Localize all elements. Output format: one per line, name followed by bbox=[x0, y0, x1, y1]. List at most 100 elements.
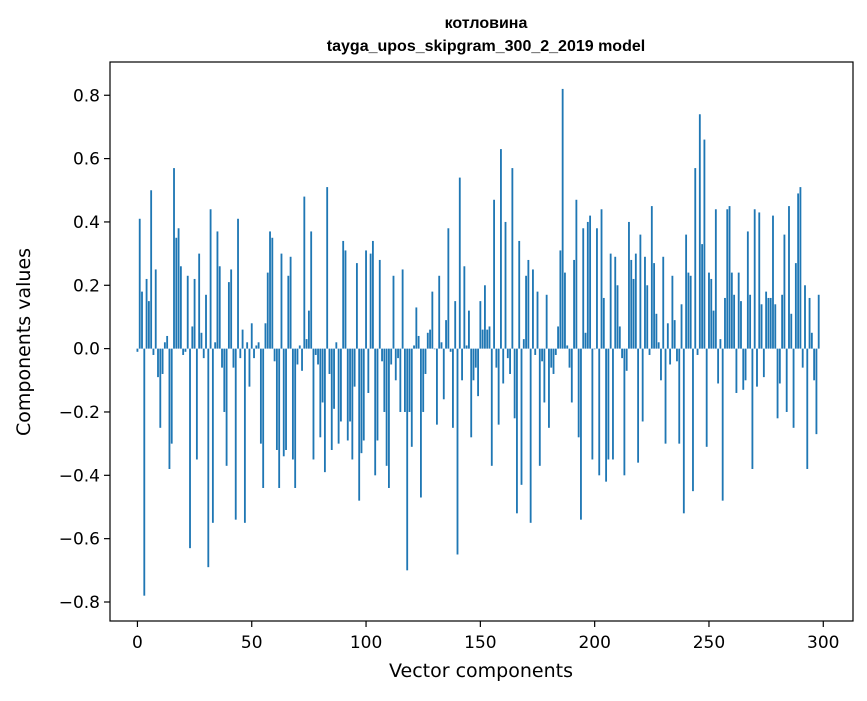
bar-component-19 bbox=[179, 266, 182, 349]
bar-component-205 bbox=[605, 348, 608, 482]
y-tick-label: 0.8 bbox=[73, 86, 100, 106]
bar-component-184 bbox=[557, 326, 559, 349]
bar-component-265 bbox=[742, 348, 745, 390]
bar-component-81 bbox=[321, 348, 324, 403]
bar-component-151 bbox=[481, 329, 484, 349]
bar-component-134 bbox=[442, 348, 445, 400]
bar-component-218 bbox=[634, 253, 637, 349]
bar-component-197 bbox=[586, 221, 589, 349]
bar-component-9 bbox=[157, 348, 159, 378]
bar-component-16 bbox=[173, 168, 175, 349]
bar-component-187 bbox=[564, 272, 566, 349]
bar-component-198 bbox=[589, 215, 592, 349]
bar-component-86 bbox=[333, 348, 335, 409]
bar-component-130 bbox=[433, 348, 436, 350]
bar-component-35 bbox=[216, 231, 219, 349]
bar-component-245 bbox=[696, 348, 699, 355]
bar-component-158 bbox=[497, 348, 500, 425]
bar-component-213 bbox=[623, 348, 626, 476]
bar-component-100 bbox=[365, 250, 367, 349]
bar-component-271 bbox=[756, 348, 758, 387]
bar-component-192 bbox=[575, 199, 578, 349]
bar-component-55 bbox=[262, 348, 265, 488]
bar-component-277 bbox=[769, 297, 772, 349]
bar-component-66 bbox=[287, 275, 290, 349]
bar-component-29 bbox=[202, 348, 205, 359]
bar-component-262 bbox=[735, 348, 738, 393]
bar-component-41 bbox=[230, 269, 233, 349]
bar-component-203 bbox=[600, 209, 603, 349]
bar-component-227 bbox=[655, 313, 658, 349]
bar-component-206 bbox=[607, 348, 610, 460]
bar-component-182 bbox=[552, 348, 555, 374]
bar-component-242 bbox=[689, 275, 692, 349]
bar-component-289 bbox=[797, 193, 800, 349]
bar-component-125 bbox=[422, 348, 425, 412]
bar-component-57 bbox=[266, 272, 269, 349]
bar-component-166 bbox=[516, 348, 518, 514]
bar-component-89 bbox=[339, 348, 342, 422]
bar-component-103 bbox=[371, 240, 374, 349]
bar-component-149 bbox=[477, 348, 479, 397]
x-tick-label: 250 bbox=[693, 633, 725, 653]
bar-component-139 bbox=[454, 301, 457, 349]
bar-component-282 bbox=[781, 294, 784, 349]
x-tick-label: 0 bbox=[132, 633, 143, 653]
bar-component-254 bbox=[717, 348, 720, 384]
y-tick-label: −0.8 bbox=[59, 593, 100, 613]
bar-component-176 bbox=[538, 348, 541, 466]
bar-component-294 bbox=[808, 297, 811, 349]
bar-component-70 bbox=[296, 348, 299, 365]
bar-component-153 bbox=[486, 329, 489, 349]
bar-component-235 bbox=[673, 320, 676, 349]
bar-component-51 bbox=[253, 348, 255, 359]
bar-component-124 bbox=[420, 348, 422, 498]
bar-component-37 bbox=[221, 348, 223, 368]
bar-component-174 bbox=[534, 348, 537, 355]
bars-group bbox=[136, 88, 820, 596]
bar-component-140 bbox=[456, 348, 459, 555]
bar-component-165 bbox=[513, 348, 516, 419]
bar-component-207 bbox=[609, 253, 612, 349]
bar-component-248 bbox=[703, 139, 706, 349]
bar-component-142 bbox=[461, 348, 463, 381]
bar-component-28 bbox=[200, 332, 203, 349]
bar-component-196 bbox=[584, 332, 587, 349]
bar-component-173 bbox=[532, 269, 534, 349]
bar-component-279 bbox=[774, 304, 777, 349]
bar-component-179 bbox=[545, 294, 548, 349]
bar-component-168 bbox=[520, 348, 523, 485]
y-tick-label: −0.6 bbox=[59, 530, 100, 550]
bar-component-136 bbox=[447, 228, 450, 349]
bar-component-114 bbox=[397, 348, 399, 359]
bar-component-148 bbox=[474, 348, 477, 368]
bar-component-10 bbox=[159, 348, 162, 428]
bar-component-212 bbox=[621, 348, 624, 359]
bar-component-18 bbox=[177, 228, 180, 349]
bar-component-225 bbox=[650, 206, 653, 349]
bar-component-65 bbox=[285, 348, 287, 450]
bar-component-127 bbox=[426, 332, 429, 349]
bar-component-288 bbox=[794, 263, 797, 349]
bar-component-49 bbox=[248, 348, 251, 387]
bar-component-223 bbox=[646, 285, 649, 349]
bar-component-92 bbox=[346, 348, 349, 441]
bar-component-42 bbox=[232, 348, 235, 368]
bar-component-71 bbox=[298, 345, 301, 349]
bar-component-219 bbox=[637, 348, 640, 463]
bar-component-107 bbox=[381, 348, 383, 362]
bar-component-222 bbox=[644, 256, 646, 349]
bar-component-152 bbox=[484, 285, 486, 349]
bar-component-53 bbox=[257, 342, 260, 349]
bar-component-164 bbox=[511, 168, 514, 349]
bar-component-14 bbox=[168, 348, 171, 469]
bar-component-117 bbox=[404, 348, 406, 412]
bar-component-94 bbox=[351, 348, 354, 460]
bar-component-209 bbox=[614, 256, 617, 349]
bar-component-234 bbox=[671, 275, 674, 349]
bar-component-75 bbox=[307, 310, 310, 349]
bar-component-154 bbox=[488, 326, 491, 349]
bar-component-263 bbox=[737, 272, 740, 349]
bar-component-290 bbox=[799, 187, 802, 349]
bar-component-68 bbox=[291, 348, 294, 460]
